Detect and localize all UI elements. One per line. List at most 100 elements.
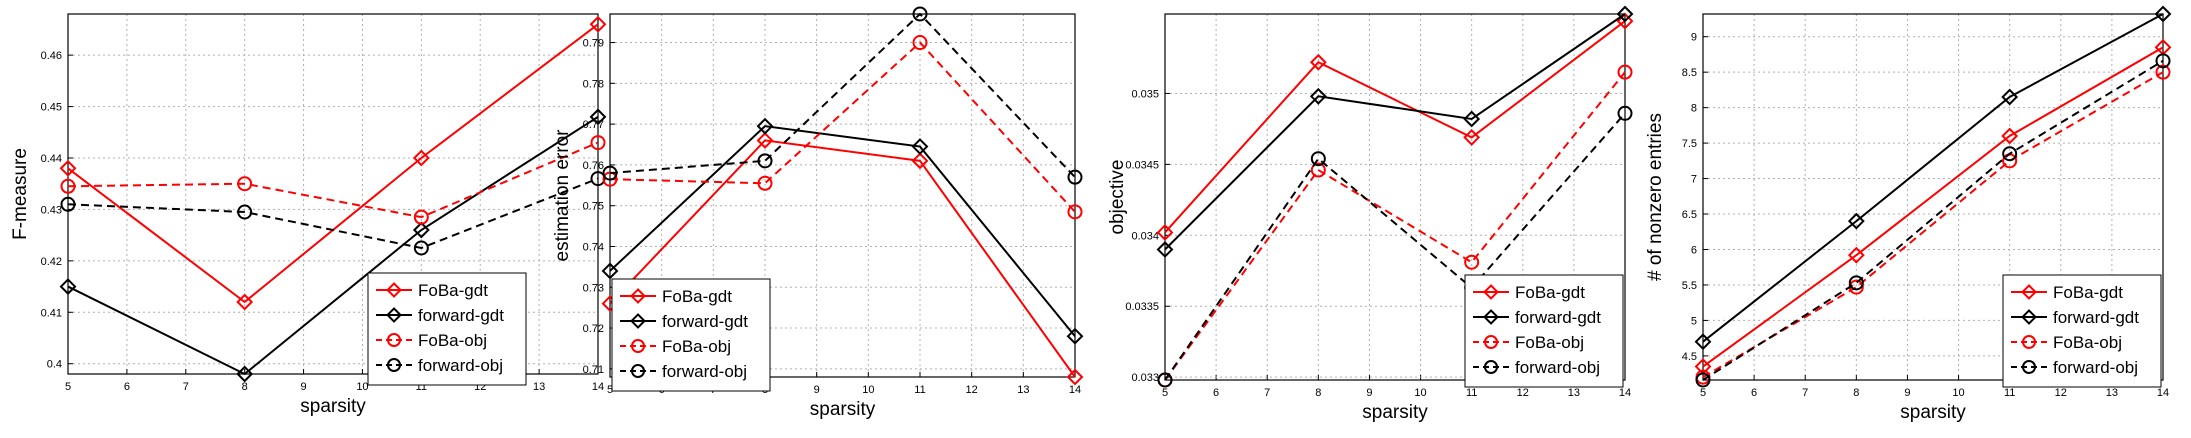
series-forward-gdt [59,108,607,383]
y-tick-label: 4.5 [1682,351,1697,363]
legend: FoBa-gdt forward-gdt FoBa-obj forward-obj [367,272,527,386]
data-point [413,209,429,225]
series-forward-obj [1695,53,2171,388]
legend-label: forward-gdt [418,306,504,325]
data-point [2155,53,2171,69]
legend-marker [386,282,402,298]
y-tick-label: 0.43 [41,204,62,216]
legend-label: forward-obj [418,356,503,375]
x-tick-label: 7 [183,381,189,393]
data-point [1156,241,1174,258]
data-point [2002,146,2018,162]
data-point [237,204,253,220]
data-point [1066,327,1084,345]
y-tick-label: 8.5 [1682,67,1697,79]
data-point [1616,5,1634,23]
data-point [1617,105,1633,121]
chart-3: 5 6 7 8 9 10 11 12 13 14 0.033 0.0335 0.034 0.0345 0.0… [1107,5,1634,423]
x-axis-label: sparsity [1362,402,1428,423]
chart-4: 5 6 7 8 9 10 11 12 13 14 4.5 5 5.5 6 6.5 7 7.5 8 8.5 9 spars… [1645,5,2172,423]
data-point [412,149,430,167]
x-tick-label: 13 [1017,384,1029,396]
series-line [1164,20,1626,234]
data-point [59,278,77,295]
x-tick-label: 14 [592,381,604,393]
x-tick-label: 5 [607,384,613,396]
legend-marker [2021,284,2037,300]
data-point [601,262,619,280]
x-axis-label: sparsity [810,399,876,420]
y-tick-label: 0.035 [1131,88,1159,100]
legend-label: FoBa-obj [1515,333,1584,352]
legend-marker [386,307,402,323]
y-tick-label: 0.4 [47,359,62,371]
x-tick-label: 8 [242,381,248,393]
y-axis-label: objective [1107,160,1128,235]
y-tick-label: 0.79 [583,38,604,50]
x-tick-label: 9 [1904,387,1910,399]
legend-marker [631,364,645,378]
x-tick-label: 5 [65,381,71,393]
x-tick-label: 5 [1700,387,1706,399]
legend-marker [630,313,646,329]
data-point [236,293,254,311]
y-axis-label: F-measure [10,148,31,240]
data-point [1066,368,1084,386]
data-point [1463,110,1481,128]
data-point [757,153,773,169]
data-point [2155,64,2171,80]
y-tick-label: 0.0345 [1125,159,1159,171]
data-point [1310,151,1326,167]
x-tick-label: 10 [1952,387,1964,399]
legend-marker [2022,360,2036,374]
data-point [1067,169,1083,185]
data-point [1848,275,1864,291]
y-tick-label: 6.5 [1682,209,1697,221]
series-line [1702,59,2164,381]
x-tick-label: 6 [124,381,130,393]
series-line [1702,46,2164,368]
y-tick-label: 7.5 [1682,138,1697,150]
legend-box [1464,274,1624,388]
data-point [60,196,76,212]
y-tick-label: 0.42 [41,256,62,268]
y-tick-label: 0.46 [41,50,62,62]
data-point [1156,224,1174,241]
series-line [609,139,1076,378]
data-point [2154,5,2172,23]
data-point [237,176,253,192]
x-tick-label: 6 [1213,387,1219,399]
series-line [609,125,1076,337]
x-tick-label: 8 [1315,387,1321,399]
y-tick-label: 8 [1691,103,1697,115]
data-point [756,132,774,149]
data-point [911,152,929,170]
data-point [1464,254,1480,270]
x-tick-label: 14 [2157,387,2169,399]
data-point [1847,212,1865,230]
y-tick-label: 0.033 [1131,372,1159,384]
series-line [1702,13,2164,343]
legend-label: FoBa-gdt [1515,283,1585,302]
y-tick-label: 6 [1691,244,1697,256]
series-forward-gdt [601,117,1084,345]
data-point [1310,162,1326,178]
x-tick-label: 11 [416,381,427,393]
series-forward-gdt [1694,5,2172,351]
legend-label: FoBa-obj [662,337,731,356]
data-point [413,240,429,256]
data-point [2001,127,2019,145]
y-tick-label: 0.72 [583,323,604,335]
series-line [67,23,599,304]
y-axis-label: estimation error [552,129,573,262]
series-forward-obj [602,6,1083,185]
legend-marker [1484,335,1498,349]
x-tick-label: 13 [533,381,545,393]
data-point [602,165,618,181]
series-line [1164,71,1626,381]
data-point [1617,64,1633,80]
chart-2: 5678910111213140.710.720.730.740.750.760… [552,6,1084,420]
data-point [590,135,606,151]
x-tick-label: 9 [814,384,820,396]
legend-marker [631,339,645,353]
